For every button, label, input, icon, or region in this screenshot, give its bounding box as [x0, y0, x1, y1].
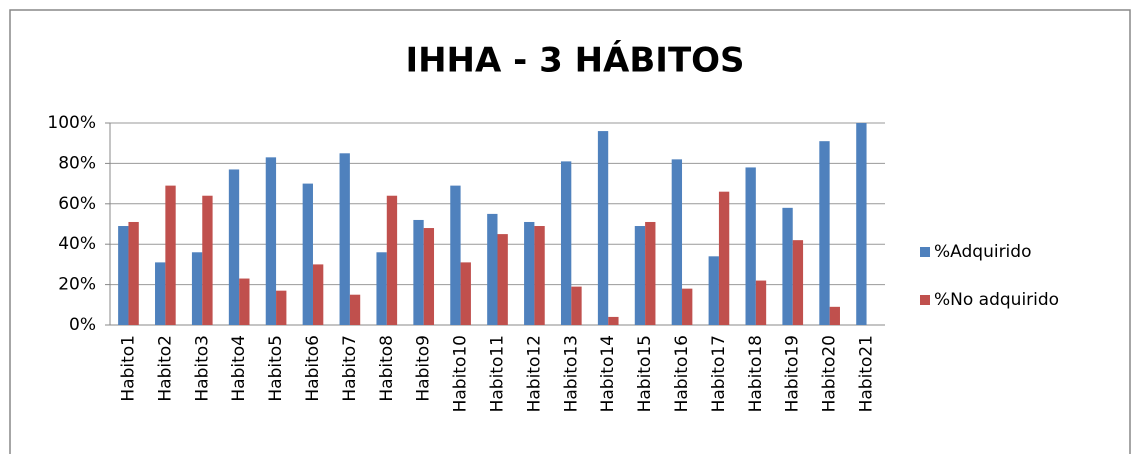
bar: [571, 286, 582, 325]
bar: [645, 221, 656, 325]
bar: [497, 234, 508, 325]
bar: [202, 195, 213, 325]
x-tick-label: Habito15: [635, 335, 655, 412]
x-tick-label: Habito11: [488, 335, 508, 412]
bar: [856, 123, 867, 325]
bar: [265, 157, 277, 325]
bar: [671, 159, 683, 325]
x-tick-label: Habito2: [155, 335, 175, 402]
legend-swatch: [920, 295, 930, 305]
x-tick-label: Habito16: [672, 335, 692, 412]
x-tick-label: Habito8: [377, 335, 397, 402]
bar: [239, 278, 250, 325]
y-tick-label: 80%: [58, 153, 96, 173]
x-tick-label: Habito21: [857, 335, 877, 412]
y-tick-label: 0%: [69, 315, 96, 335]
legend-swatch: [920, 247, 930, 257]
x-tick-label: Habito18: [746, 335, 766, 412]
y-tick-label: 40%: [58, 234, 96, 254]
x-tick-label: Habito17: [709, 335, 729, 412]
bar: [191, 252, 203, 325]
x-tick-label: Habito9: [414, 335, 434, 402]
bar: [634, 226, 646, 325]
bar: [534, 226, 545, 325]
bar: [413, 219, 424, 325]
x-tick-label: Habito10: [451, 335, 471, 412]
bar: [118, 226, 129, 325]
bar: [228, 169, 240, 325]
y-tick-label: 20%: [58, 275, 96, 295]
x-tick-label: Habito4: [229, 335, 249, 402]
x-tick-label: Habito20: [820, 335, 840, 412]
x-tick-label: Habito3: [192, 335, 212, 402]
x-tick-label: Habito12: [524, 335, 544, 412]
bar: [755, 280, 767, 325]
bar: [165, 185, 176, 325]
legend-label: %No adquirido: [934, 290, 1059, 310]
bar: [524, 221, 535, 325]
bar: [128, 221, 139, 325]
bar: [682, 288, 693, 325]
x-tick-label: Habito13: [561, 335, 581, 412]
x-tick-label: Habito19: [783, 335, 803, 412]
bar: [339, 153, 350, 325]
bar: [376, 252, 387, 325]
bar: [708, 256, 719, 325]
chart-frame: [9, 9, 1131, 454]
bar: [155, 262, 166, 325]
bar: [276, 290, 287, 325]
x-tick-label: Habito7: [340, 335, 360, 402]
x-tick-label: Habito6: [303, 335, 323, 402]
bar: [487, 213, 498, 325]
bar: [312, 264, 324, 325]
x-tick-label: Habito14: [598, 335, 618, 412]
bar: [829, 306, 840, 325]
bar: [782, 207, 793, 325]
bar: [386, 195, 398, 325]
bar: [608, 316, 619, 325]
bar: [718, 191, 730, 325]
legend-label: %Adquirido: [934, 242, 1031, 262]
bar: [450, 185, 461, 325]
chart-title: IHHA - 3 HÁBITOS: [405, 40, 744, 81]
bar: [745, 167, 756, 325]
x-tick-label: Habito5: [266, 335, 286, 402]
bar: [597, 131, 609, 325]
bar: [423, 228, 435, 325]
bar: [819, 141, 830, 325]
bar: [792, 240, 804, 325]
x-tick-label: Habito1: [118, 335, 138, 402]
bar: [349, 294, 361, 325]
bar: [460, 262, 471, 325]
bar: [560, 161, 572, 325]
y-tick-label: 60%: [58, 194, 96, 214]
y-tick-label: 100%: [47, 113, 96, 133]
bar: [302, 183, 313, 325]
